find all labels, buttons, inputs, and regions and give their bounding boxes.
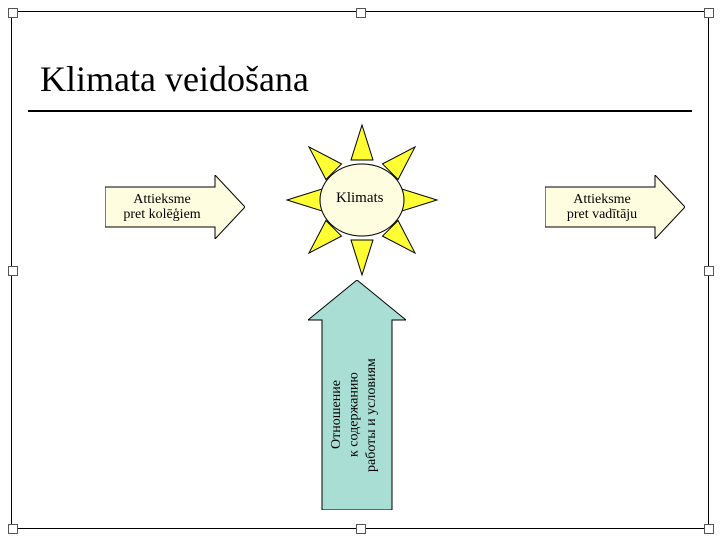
- arrow-label: Attieksmepret vadītāju: [549, 190, 655, 224]
- corner-square: [8, 524, 18, 534]
- page-title: Klimata veidošana: [40, 58, 309, 100]
- arrow-label: Отношениек содержаниюработы и условиям: [328, 328, 381, 502]
- arrow-attieksme-vaditaju: Attieksmepret vadītāju: [545, 175, 685, 239]
- corner-square: [356, 8, 366, 18]
- arrow-attieksme-kolegiem: Attieksmepret kolēģiem: [105, 175, 245, 239]
- corner-square: [704, 524, 714, 534]
- corner-square: [704, 266, 714, 276]
- arrow-label: Attieksmepret kolēģiem: [109, 190, 215, 224]
- corner-square: [704, 8, 714, 18]
- sun-label: Klimats: [336, 190, 384, 207]
- corner-square: [8, 8, 18, 18]
- title-underline: [28, 110, 692, 112]
- corner-square: [356, 524, 366, 534]
- arrow-otnoshenie: Отношениек содержаниюработы и условиям: [308, 280, 406, 510]
- corner-square: [8, 266, 18, 276]
